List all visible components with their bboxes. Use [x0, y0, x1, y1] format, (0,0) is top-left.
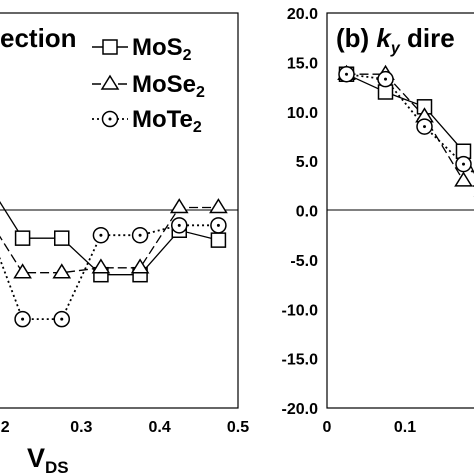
left-x-tick-label: .2 — [0, 419, 10, 436]
left-point-triangle-6 — [209, 198, 228, 214]
legend-entry-mote2: MoTe2 — [92, 106, 202, 136]
right-y-tick-label: 20.0 — [287, 6, 318, 23]
right-y-tick-label: 0.0 — [296, 204, 318, 221]
left-x-tick-labels: .2 0.3 0.4 0.5 — [0, 419, 249, 436]
right-point-circle-1-center — [384, 77, 387, 81]
left-point-circle-3-center — [99, 233, 103, 237]
left-point-triangle-4 — [130, 258, 150, 274]
right-y-tick-label: -10.0 — [282, 302, 319, 319]
legend-marker-circle-dot — [108, 117, 112, 121]
left-series-group — [0, 198, 228, 328]
legend-label-mos2: MoS2 — [132, 34, 192, 64]
left-panel: .2 0.3 0.4 0.5 ection VDS MoS2 MoSe2 MoTe2 — [0, 12, 249, 474]
left-x-tick-label: 0.4 — [149, 419, 171, 436]
right-series-line-circle — [346, 73, 474, 175]
left-point-triangle-2 — [52, 263, 72, 279]
right-y-tick-labels: 20.0 15.0 10.0 5.0 0.0 -5.0 -10.0 -15.0 -20.0 — [282, 6, 319, 418]
legend-entry-mose2: MoSe2 — [92, 71, 205, 101]
left-point-square-6 — [210, 232, 227, 248]
right-y-tick-label: -20.0 — [282, 401, 319, 418]
right-x-tick-label: 0 — [323, 419, 332, 436]
left-point-circle-1-center — [21, 317, 25, 321]
left-x-axis-label: VDS — [27, 443, 69, 474]
left-x-tick-label: 0.5 — [227, 419, 249, 436]
left-panel-title: ection — [0, 23, 77, 53]
right-series-line-square — [346, 73, 474, 175]
legend-label-mote2: MoTe2 — [132, 106, 202, 136]
legend-marker-triangle — [100, 74, 120, 90]
right-y-tick-label: 10.0 — [287, 105, 318, 122]
right-x-tick-labels: 0 0.1 — [323, 419, 417, 436]
left-point-triangle-3 — [91, 258, 111, 274]
right-y-tick-label: -15.0 — [282, 352, 319, 369]
legend-entry-mos2: MoS2 — [92, 34, 192, 64]
left-x-tick-label: 0.3 — [70, 419, 92, 436]
left-point-triangle-1 — [13, 263, 32, 279]
right-point-circle-2-center — [423, 125, 426, 129]
legend-label-mose2: MoSe2 — [132, 71, 205, 101]
right-y-tick-label: -5.0 — [290, 253, 318, 270]
left-point-triangle-5 — [169, 198, 189, 214]
right-y-tick-label: 5.0 — [296, 154, 318, 171]
right-point-triangle-3 — [454, 171, 473, 187]
left-point-square-2 — [54, 230, 70, 246]
left-point-circle-5-center — [177, 223, 181, 227]
right-y-tick-label: 15.0 — [287, 55, 318, 72]
right-panel-title: (b) ky dire — [336, 23, 455, 57]
right-x-tick-label: 0.1 — [394, 419, 416, 436]
right-series-group — [337, 64, 474, 197]
right-point-circle-0-center — [345, 72, 348, 76]
legend-marker-square — [102, 39, 118, 55]
right-point-circle-3-center — [462, 162, 465, 166]
left-point-circle-4-center — [138, 233, 142, 237]
left-point-circle-6-center — [216, 223, 220, 227]
right-series-line-triangle — [346, 73, 474, 187]
left-point-square-1 — [14, 230, 31, 246]
legend: MoS2 MoSe2 MoTe2 — [92, 34, 205, 136]
left-point-circle-2-center — [60, 317, 64, 321]
left-series-line-triangle — [0, 206, 219, 274]
